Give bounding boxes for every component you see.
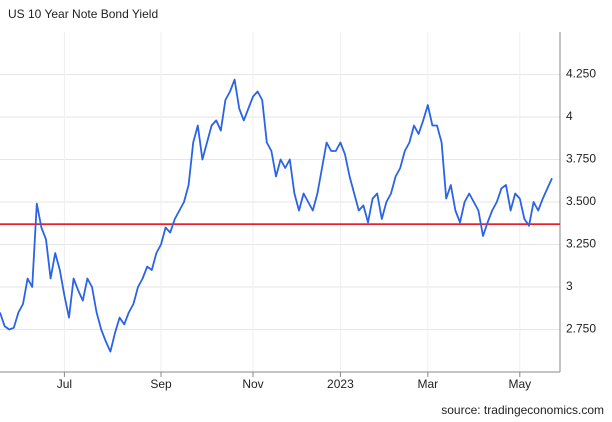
y-tick-label: 3.500 xyxy=(566,194,596,208)
y-tick-label: 3.250 xyxy=(566,237,596,251)
y-tick-label: 4 xyxy=(566,109,573,123)
x-tick-label: Sep xyxy=(150,377,172,391)
x-tick-label: Jul xyxy=(57,377,72,391)
source: source: tradingeconomics.com xyxy=(441,403,604,417)
x-tick-label: 2023 xyxy=(327,377,354,391)
y-tick-label: 3 xyxy=(566,279,573,293)
y-tick-label: 3.750 xyxy=(566,152,596,166)
y-tick-label: 4.250 xyxy=(566,67,596,81)
x-tick-label: Nov xyxy=(242,377,263,391)
y-tick-label: 2.750 xyxy=(566,322,596,336)
data-line xyxy=(0,78,553,353)
chart-title: US 10 Year Note Bond Yield xyxy=(8,7,158,21)
x-tick-label: Mar xyxy=(417,377,438,391)
x-tick-label: May xyxy=(508,377,531,391)
